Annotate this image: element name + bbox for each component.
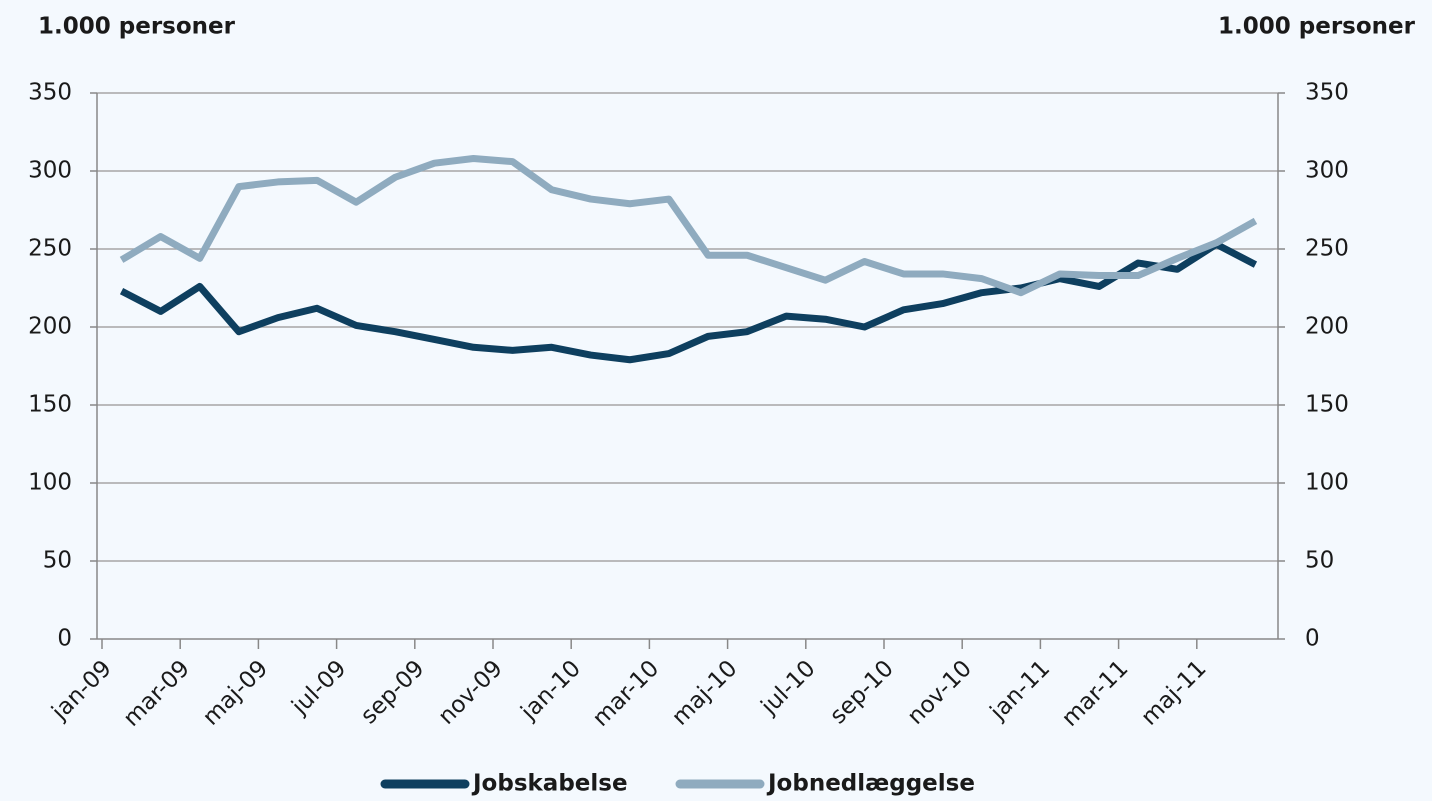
y-tick-label: 250 xyxy=(28,236,72,262)
series-line xyxy=(119,240,1258,364)
x-tick-label: jul-10 xyxy=(756,655,821,720)
x-tick-label: maj-11 xyxy=(1136,655,1211,730)
y-tick-label: 50 xyxy=(43,548,72,574)
x-tick-label: sep-10 xyxy=(825,655,899,729)
y2-tick-label: 300 xyxy=(1305,158,1349,184)
x-tick-label: jan-10 xyxy=(516,655,586,725)
y2-tick-label: 350 xyxy=(1305,80,1349,106)
y2-tick-label: 150 xyxy=(1305,392,1349,418)
x-tick-label: mar-11 xyxy=(1057,655,1133,731)
x-tick-label: jul-09 xyxy=(286,655,351,720)
y-tick-label: 300 xyxy=(28,158,72,184)
x-tick-label: nov-09 xyxy=(433,655,507,729)
y2-tick-label: 0 xyxy=(1305,626,1320,652)
legend-label: Jobskabelse xyxy=(471,771,628,797)
x-tick-label: maj-09 xyxy=(198,655,273,730)
y-axis-title: 1.000 personer xyxy=(38,14,236,40)
y-tick-label: 200 xyxy=(28,314,72,340)
y2-tick-label: 200 xyxy=(1305,314,1349,340)
y2-tick-label: 50 xyxy=(1305,548,1334,574)
legend-label: Jobnedlæggelse xyxy=(766,771,975,797)
y-tick-label: 150 xyxy=(28,392,72,418)
y-tick-label: 100 xyxy=(28,470,72,496)
y2-tick-label: 250 xyxy=(1305,236,1349,262)
x-tick-label: sep-09 xyxy=(356,655,430,729)
y-tick-label: 0 xyxy=(57,626,72,652)
x-tick-label: mar-10 xyxy=(588,655,664,731)
y2-tick-label: 100 xyxy=(1305,470,1349,496)
x-tick-label: jan-11 xyxy=(985,655,1055,725)
y-tick-label: 350 xyxy=(28,80,72,106)
series-line xyxy=(119,155,1258,297)
x-tick-label: maj-10 xyxy=(667,655,742,730)
x-tick-label: nov-10 xyxy=(903,655,977,729)
x-tick-label: mar-09 xyxy=(119,655,195,731)
x-tick-label: jan-09 xyxy=(46,655,116,725)
y2-axis-title: 1.000 personer xyxy=(1218,14,1416,40)
